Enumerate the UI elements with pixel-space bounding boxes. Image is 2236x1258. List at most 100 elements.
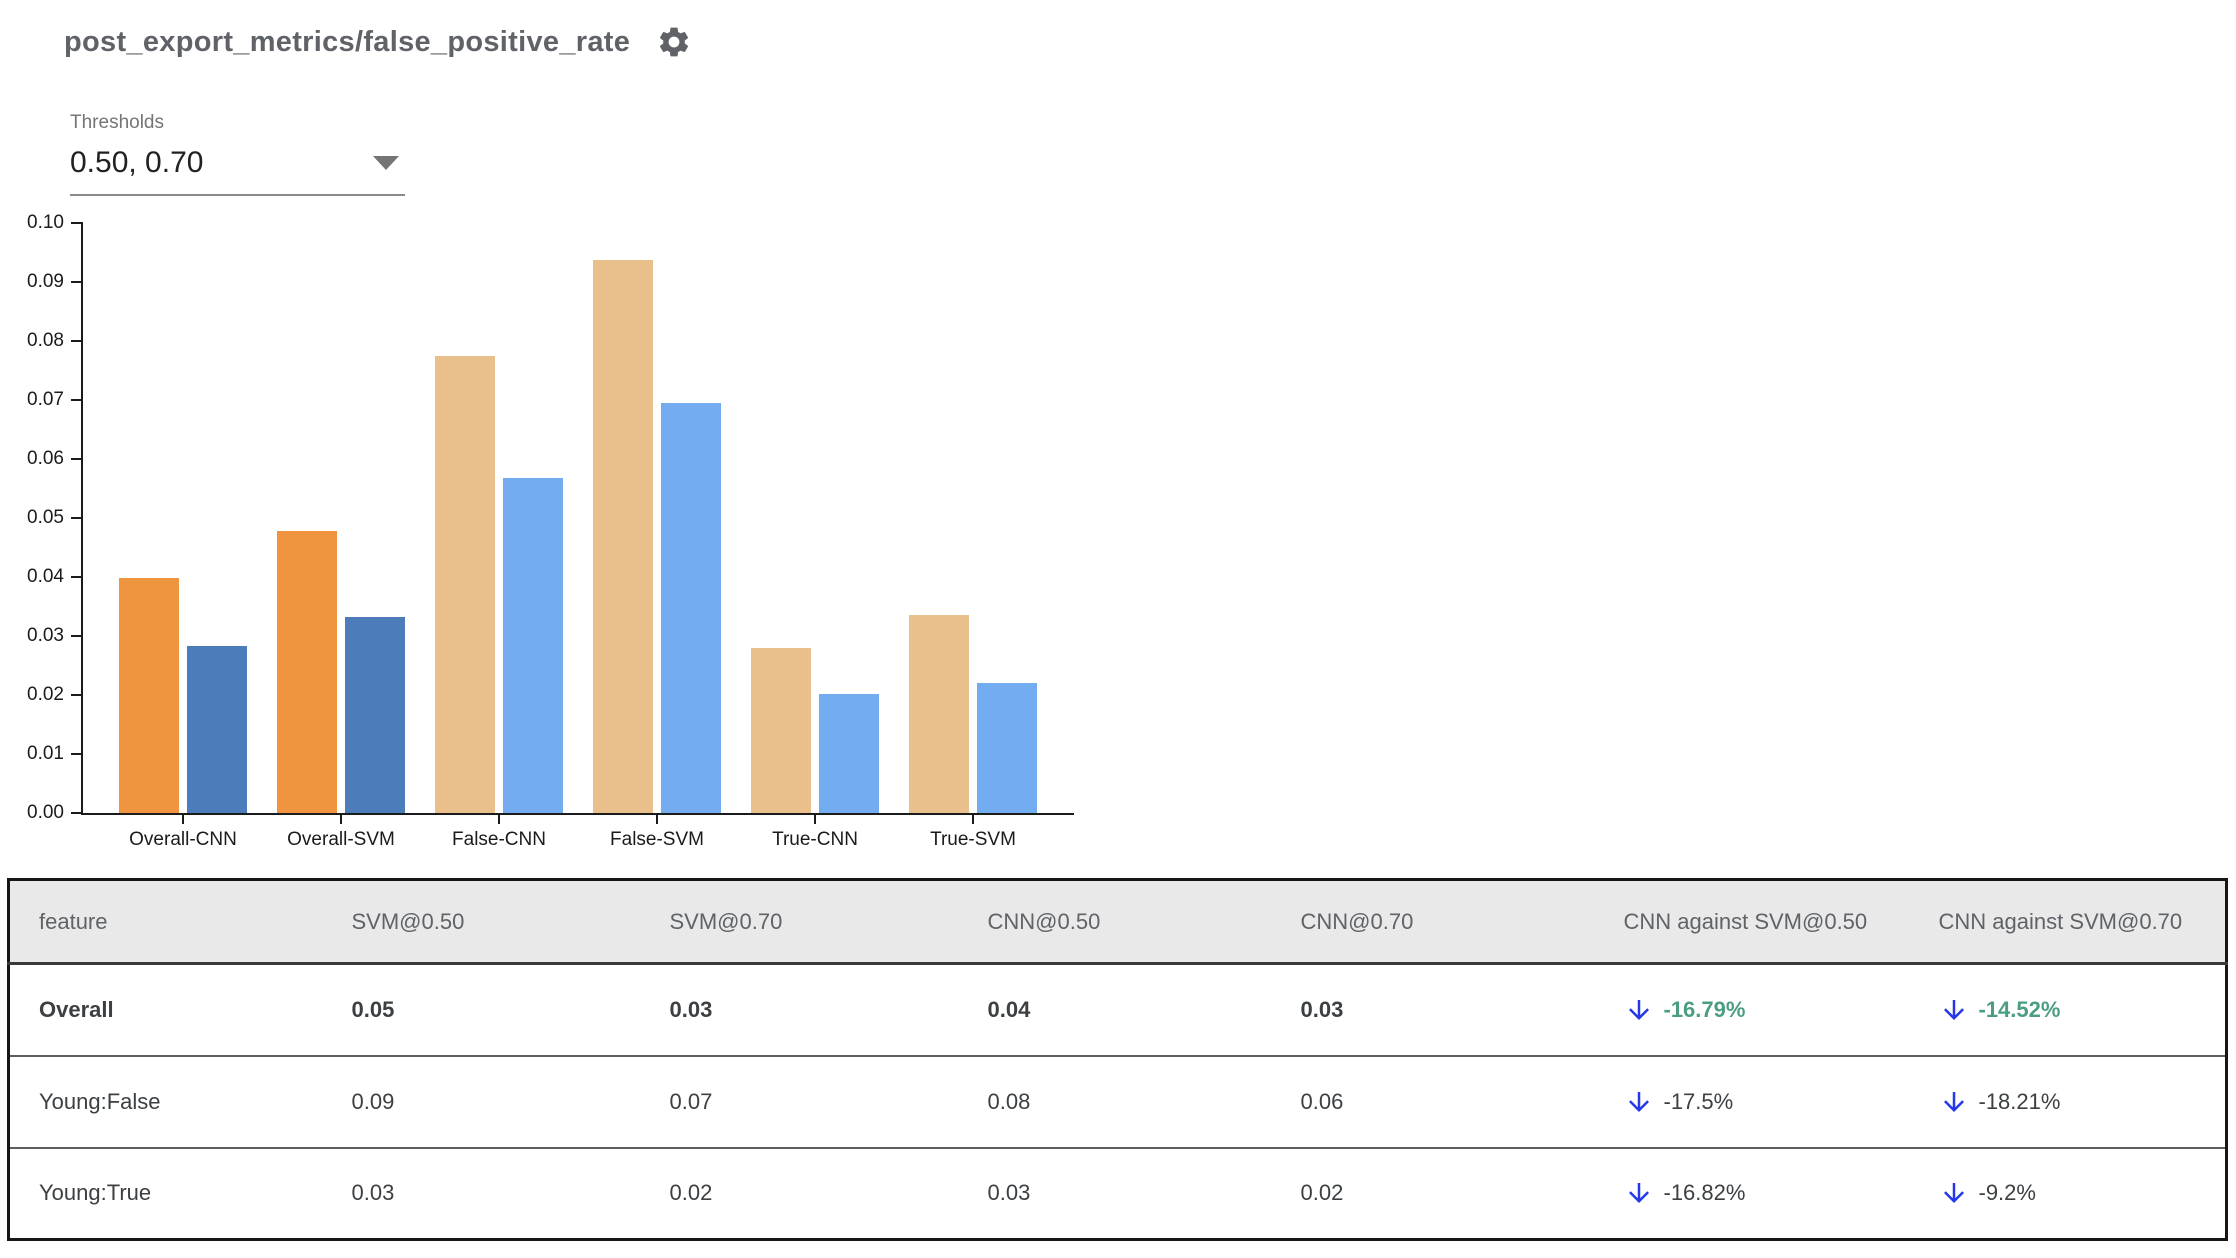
y-axis-tick: 0.04 bbox=[8, 566, 83, 588]
category-label: True-SVM bbox=[930, 829, 1016, 850]
bar-overall-svm-threshold-0.50 bbox=[277, 530, 337, 813]
column-header-cnn-vs-svm-070: CNN against SVM@0.70 bbox=[1909, 879, 2227, 965]
x-tick-mark bbox=[972, 815, 974, 824]
column-header-cnn-070: CNN@0.70 bbox=[1271, 879, 1595, 965]
delta-cell: -16.79% bbox=[1594, 963, 1910, 1056]
table-row: Young:False 0.09 0.07 0.08 0.06 -17.5% -18.21% bbox=[8, 1054, 2227, 1148]
delta-value: -16.82% bbox=[1663, 1180, 1746, 1206]
bar-chart-plot-area: 0.00 0.01 0.02 0.03 0.04 0.05 0.06 0.07 0.08 0.09… bbox=[27, 212, 1074, 850]
column-header-cnn-vs-svm-050: CNN against SVM@0.50 bbox=[1594, 879, 1910, 965]
page-title: post_export_metrics/false_positive_rate bbox=[64, 25, 631, 58]
category-label: True-CNN bbox=[772, 829, 858, 850]
bar-group-overall-svm: Overall-SVM bbox=[277, 223, 405, 850]
delta-value: -18.21% bbox=[1978, 1088, 2061, 1114]
thresholds-dropdown[interactable]: Thresholds 0.50, 0.70 bbox=[70, 112, 405, 196]
y-tick-label: 0.10 bbox=[27, 212, 64, 233]
delta-value: -16.79% bbox=[1663, 996, 1746, 1022]
y-tick-mark bbox=[71, 694, 83, 696]
value-cell: 0.03 bbox=[958, 1146, 1272, 1240]
bar-true-cnn-threshold-0.50 bbox=[751, 648, 811, 813]
value-cell: 0.05 bbox=[322, 963, 641, 1056]
delta-value: -17.5% bbox=[1663, 1088, 1734, 1114]
value-cell: 0.03 bbox=[640, 963, 959, 1056]
bar-false-svm-threshold-0.50 bbox=[593, 259, 653, 813]
y-axis-tick: 0.03 bbox=[8, 625, 83, 647]
value-cell: 0.08 bbox=[958, 1054, 1272, 1148]
y-tick-label: 0.02 bbox=[27, 684, 64, 705]
gear-icon[interactable] bbox=[656, 24, 692, 60]
category-label: Overall-CNN bbox=[129, 829, 237, 850]
y-axis-tick: 0.02 bbox=[8, 684, 83, 706]
metrics-table: feature SVM@0.50 SVM@0.70 CNN@0.50 CNN@0… bbox=[7, 878, 2228, 1241]
y-tick-mark bbox=[71, 635, 83, 637]
y-tick-label: 0.01 bbox=[27, 743, 64, 764]
arrow-down-icon bbox=[1624, 995, 1654, 1025]
thresholds-select[interactable]: 0.50, 0.70 bbox=[70, 142, 405, 196]
bar-overall-cnn-threshold-0.50 bbox=[119, 578, 179, 813]
column-header-feature: feature bbox=[8, 879, 323, 965]
y-tick-mark bbox=[71, 399, 83, 401]
table-row: Overall 0.05 0.03 0.04 0.03 -16.79% -14.52% bbox=[8, 963, 2227, 1056]
bar-group-overall-cnn: Overall-CNN bbox=[119, 223, 247, 850]
panel-header: post_export_metrics/false_positive_rate bbox=[64, 24, 692, 60]
delta-cell: -14.52% bbox=[1909, 963, 2227, 1056]
y-axis-tick: 0.10 bbox=[8, 212, 83, 234]
y-tick-mark bbox=[71, 812, 83, 814]
bar-false-svm-threshold-0.70 bbox=[661, 402, 721, 813]
x-tick-mark bbox=[340, 815, 342, 824]
category-label: False-SVM bbox=[610, 829, 704, 850]
y-axis-tick: 0.06 bbox=[8, 448, 83, 470]
delta-cell: -9.2% bbox=[1909, 1146, 2227, 1240]
y-tick-label: 0.07 bbox=[27, 389, 64, 410]
feature-cell: Young:True bbox=[8, 1146, 323, 1240]
delta-cell: -16.82% bbox=[1594, 1146, 1910, 1240]
bar-overall-cnn-threshold-0.70 bbox=[187, 646, 247, 813]
caret-down-icon bbox=[373, 156, 399, 170]
bar-group-false-cnn: False-CNN bbox=[435, 223, 563, 850]
value-cell: 0.06 bbox=[1271, 1054, 1595, 1148]
feature-cell: Young:False bbox=[8, 1054, 323, 1148]
arrow-down-icon bbox=[1939, 1087, 1969, 1117]
table-row: Young:True 0.03 0.02 0.03 0.02 -16.82% -9.2% bbox=[8, 1146, 2227, 1240]
y-axis-tick: 0.05 bbox=[8, 507, 83, 529]
y-tick-label: 0.06 bbox=[27, 448, 64, 469]
column-header-cnn-050: CNN@0.50 bbox=[958, 879, 1272, 965]
y-axis-tick: 0.07 bbox=[8, 389, 83, 411]
bar-overall-svm-threshold-0.70 bbox=[345, 617, 405, 813]
y-tick-mark bbox=[71, 576, 83, 578]
table-header-row: feature SVM@0.50 SVM@0.70 CNN@0.50 CNN@0… bbox=[8, 879, 2227, 965]
category-label: False-CNN bbox=[452, 829, 546, 850]
y-tick-mark bbox=[71, 753, 83, 755]
column-header-svm-070: SVM@0.70 bbox=[640, 879, 959, 965]
y-tick-label: 0.03 bbox=[27, 625, 64, 646]
feature-cell: Overall bbox=[8, 963, 323, 1056]
delta-value: -9.2% bbox=[1978, 1180, 2036, 1206]
y-tick-mark bbox=[71, 340, 83, 342]
y-tick-mark bbox=[71, 517, 83, 519]
arrow-down-icon bbox=[1939, 1178, 1969, 1208]
bar-true-svm-threshold-0.50 bbox=[909, 615, 969, 813]
value-cell: 0.09 bbox=[322, 1054, 641, 1148]
bar-group-true-svm: True-SVM bbox=[909, 223, 1037, 850]
x-tick-mark bbox=[498, 815, 500, 824]
bar-group-true-cnn: True-CNN bbox=[751, 223, 879, 850]
y-tick-label: 0.00 bbox=[27, 802, 64, 823]
y-tick-mark bbox=[71, 222, 83, 224]
column-header-svm-050: SVM@0.50 bbox=[322, 879, 641, 965]
x-tick-mark bbox=[182, 815, 184, 824]
y-axis-tick: 0.00 bbox=[8, 802, 83, 824]
category-label: Overall-SVM bbox=[287, 829, 395, 850]
bar-false-cnn-threshold-0.50 bbox=[435, 356, 495, 813]
value-cell: 0.03 bbox=[1271, 963, 1595, 1056]
y-tick-label: 0.05 bbox=[27, 507, 64, 528]
value-cell: 0.04 bbox=[958, 963, 1272, 1056]
bar-false-cnn-threshold-0.70 bbox=[503, 477, 563, 813]
delta-value: -14.52% bbox=[1978, 996, 2061, 1022]
y-tick-label: 0.04 bbox=[27, 566, 64, 587]
bar-true-cnn-threshold-0.70 bbox=[819, 694, 879, 813]
thresholds-label: Thresholds bbox=[70, 112, 164, 133]
value-cell: 0.07 bbox=[640, 1054, 959, 1148]
bar-true-svm-threshold-0.70 bbox=[977, 682, 1037, 813]
arrow-down-icon bbox=[1624, 1087, 1654, 1117]
arrow-down-icon bbox=[1939, 995, 1969, 1025]
